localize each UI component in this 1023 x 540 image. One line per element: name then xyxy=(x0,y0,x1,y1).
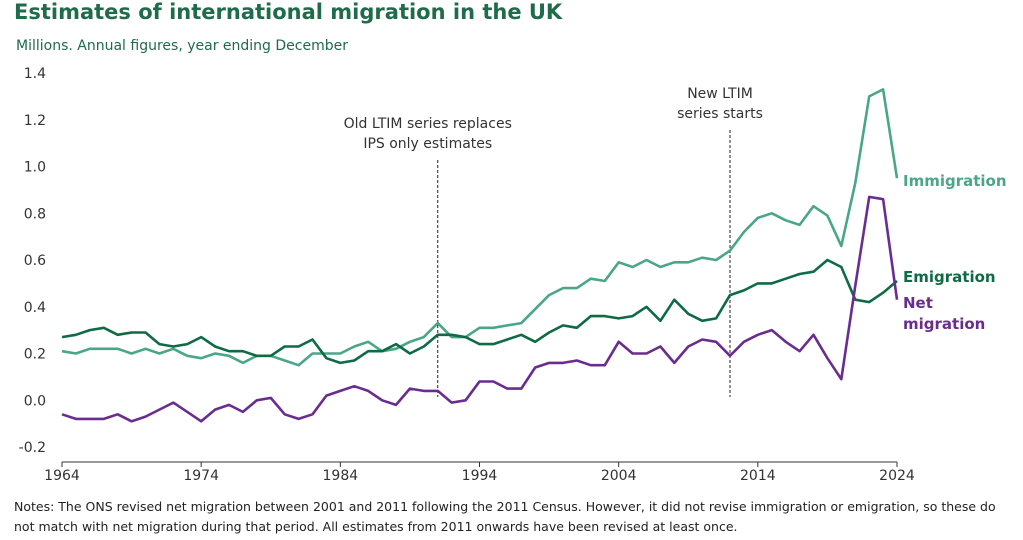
series-line-immigration xyxy=(61,88,899,367)
line-chart: 1.4 1.2 1.0 0.8 0.6 0.4 0.2 0.0 -0.2 1964 1974 1984… xyxy=(19,66,1007,484)
series-line-net-migration xyxy=(61,195,899,423)
series-label: Net xyxy=(903,294,933,312)
y-tick-label: 0.6 xyxy=(24,253,46,269)
x-tick-label: 1974 xyxy=(183,468,219,484)
chart-title: Estimates of international migration in … xyxy=(14,0,563,24)
x-tick-label: 1994 xyxy=(462,468,498,484)
series-line-emigration xyxy=(61,258,898,365)
y-tick-label: 1.2 xyxy=(24,113,46,129)
series-label: migration xyxy=(903,315,985,333)
x-tick-label: 2004 xyxy=(601,468,637,484)
series-label: Emigration xyxy=(903,268,996,286)
annotation-label: series starts xyxy=(677,106,763,122)
y-tick-label: 0.2 xyxy=(24,347,46,363)
y-tick-label: 0.8 xyxy=(24,206,46,222)
series-label: Immigration xyxy=(903,172,1007,190)
chart-subtitle: Millions. Annual figures, year ending De… xyxy=(16,38,348,54)
y-tick-label: -0.2 xyxy=(19,440,46,456)
y-tick-label: 1.4 xyxy=(24,66,46,82)
annotation-label: Old LTIM series replaces xyxy=(344,116,512,132)
x-tick-label: 1984 xyxy=(323,468,359,484)
y-tick-label: 0.4 xyxy=(24,300,46,316)
y-tick-label: 1.0 xyxy=(24,160,46,176)
x-tick-label: 1964 xyxy=(44,468,80,484)
annotation-label: IPS only estimates xyxy=(363,136,492,152)
y-tick-label: 0.0 xyxy=(24,393,46,409)
x-tick-label: 2024 xyxy=(879,468,915,484)
chart-notes: Notes: The ONS revised net migration bet… xyxy=(14,499,996,534)
x-tick-label: 2014 xyxy=(740,468,776,484)
annotation-label: New LTIM xyxy=(687,86,753,102)
